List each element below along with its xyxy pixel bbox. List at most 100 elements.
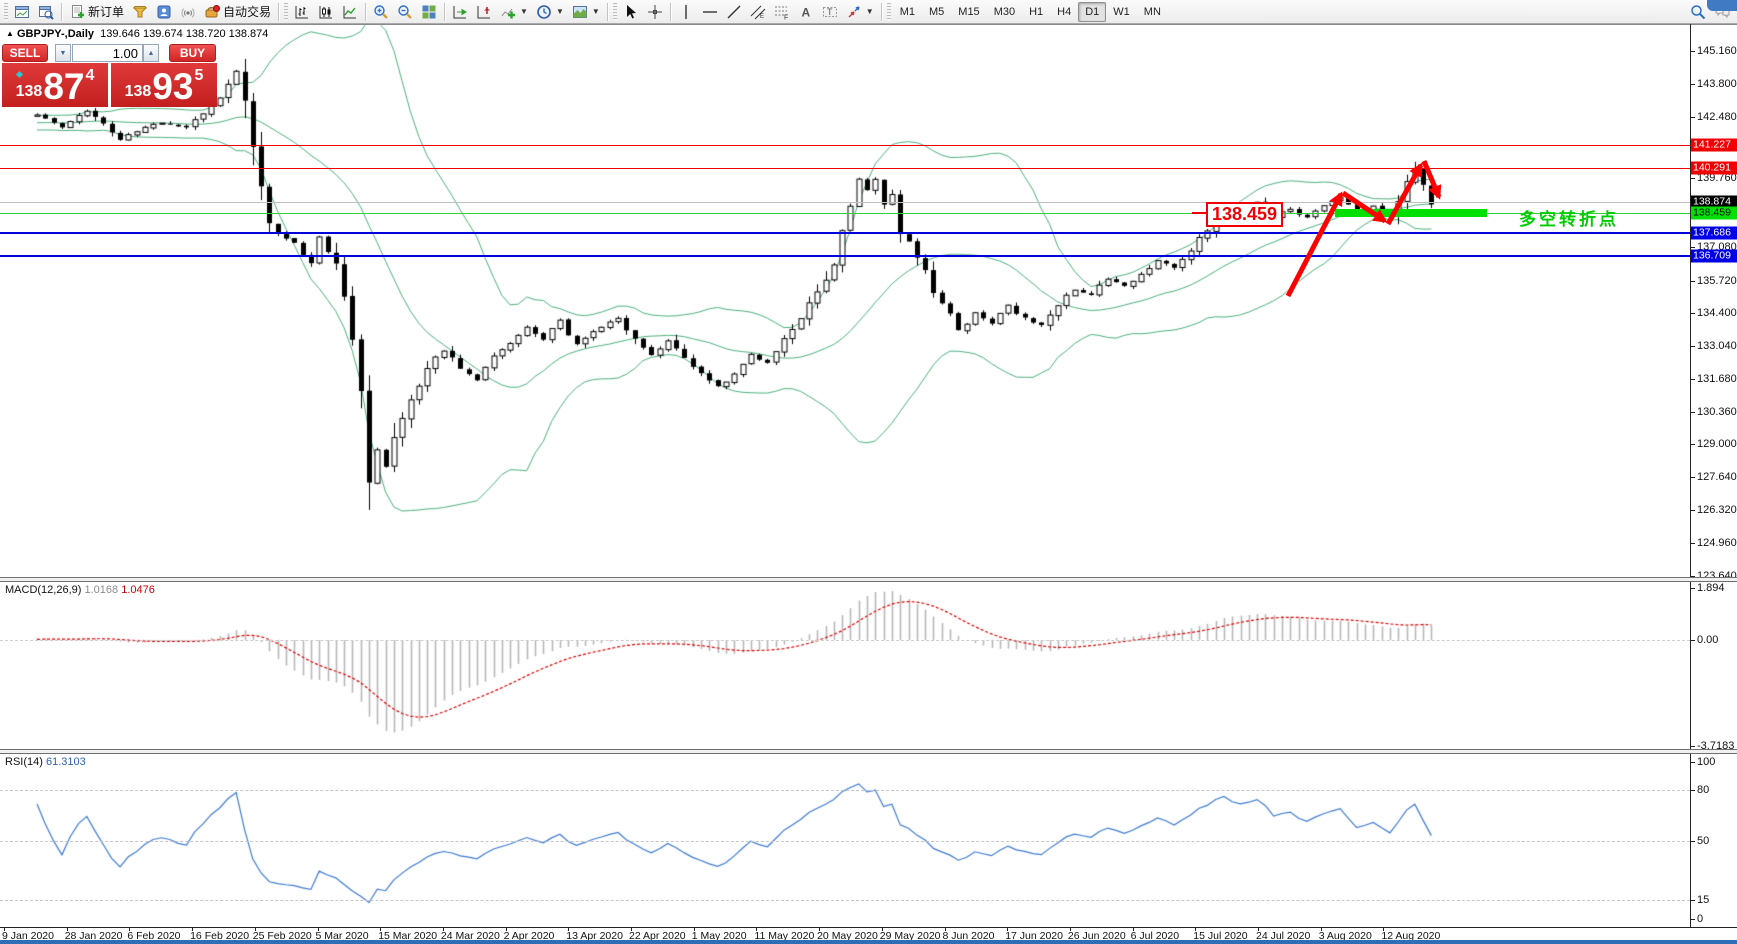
new-chart-button[interactable]	[10, 1, 34, 23]
autotrading-button[interactable]: 自动交易	[200, 1, 275, 23]
date-axis-label: 2 Apr 2020	[503, 930, 555, 942]
price-badge-136-709: 136.709	[1691, 249, 1737, 263]
timeframe-button-w1[interactable]: W1	[1113, 5, 1130, 18]
timeframe-group: M1 M5 M15 M30 H1 H4 D1 W1 MN	[893, 1, 1168, 22]
support-line-136-709[interactable]	[0, 255, 1690, 257]
price-axis-label: 135.720	[1697, 275, 1737, 287]
rsi-axis-tick	[1690, 841, 1695, 842]
label-tool-button[interactable]: T	[818, 1, 842, 23]
rsi-level-line	[0, 790, 1690, 791]
rsi-level-line	[0, 900, 1690, 901]
timeframe-button-h4[interactable]: H4	[1057, 5, 1072, 18]
channel-tool-button[interactable]: E	[746, 1, 770, 23]
date-axis-tick	[568, 927, 570, 931]
timeframe-button-m5[interactable]: M5	[929, 5, 945, 18]
resistance-line-140-291[interactable]	[0, 168, 1690, 169]
symbol-title: GBPJPY-,Daily	[16, 28, 95, 40]
price-axis-tick	[1690, 510, 1695, 511]
cursor-tool-button[interactable]	[619, 1, 643, 23]
timeframe-button-m1[interactable]: M1	[899, 5, 915, 18]
ohlc-close: 138.874	[228, 28, 269, 40]
volume-increase-button[interactable]: ▲	[143, 44, 159, 62]
ohlc-open: 139.646	[100, 28, 140, 40]
timeframe-button-m15[interactable]: M15	[958, 5, 980, 18]
date-axis-tick	[944, 927, 946, 931]
horizontal-line-tool-button[interactable]	[698, 1, 722, 23]
svg-text:E: E	[760, 14, 764, 20]
bar-chart-mode-button[interactable]	[290, 1, 314, 23]
arrows-tool-button[interactable]: ▼	[842, 1, 878, 23]
date-axis-tick	[1383, 927, 1385, 931]
tile-windows-button[interactable]	[417, 1, 441, 23]
resistance-line-141-227[interactable]	[0, 145, 1690, 146]
date-axis-label: 24 Jul 2020	[1256, 930, 1311, 942]
chart-window-icon	[15, 5, 29, 18]
price-axis-label: 131.680	[1697, 373, 1737, 385]
history-center-button[interactable]	[128, 1, 152, 23]
vertical-line-tool-button[interactable]	[674, 1, 698, 23]
date-axis-tick	[881, 927, 883, 931]
fibonacci-tool-button[interactable]: F	[770, 1, 794, 23]
timeframe-button-d1[interactable]: D1	[1078, 1, 1107, 22]
indicators-button[interactable]: ▼	[496, 1, 532, 23]
candlestick-mode-button[interactable]	[314, 1, 338, 23]
timeframe-button-m30[interactable]: M30	[993, 5, 1016, 18]
date-axis-label: 6 Jul 2020	[1130, 930, 1180, 942]
sell-price-main: 87	[43, 66, 85, 107]
macd-axis-tick	[1690, 746, 1695, 747]
price-badge-141-227: 141.227	[1691, 138, 1737, 152]
line-chart-mode-button[interactable]	[338, 1, 362, 23]
crosshair-tool-button[interactable]	[643, 1, 667, 23]
price-axis-tick	[1690, 178, 1695, 179]
macd-pane-splitter[interactable]	[0, 577, 1737, 582]
timeframe-button-mn[interactable]: MN	[1143, 5, 1161, 18]
date-axis-label: 25 Feb 2020	[252, 930, 312, 942]
add-indicator-icon	[501, 8, 516, 18]
support-line-137-686[interactable]	[0, 232, 1690, 234]
macd-axis-tick	[1690, 640, 1695, 641]
toolbar-grip	[886, 2, 891, 21]
date-axis-tick	[4, 927, 5, 931]
buy-button[interactable]: BUY	[169, 44, 216, 62]
spinner-down-icon: ▼	[59, 49, 67, 57]
collapse-panel-icon[interactable]: ▲	[6, 29, 14, 38]
sell-price-panel[interactable]: 138 87 4	[2, 63, 108, 107]
equidistant-channel-icon: E	[750, 5, 766, 20]
rsi-axis-label: 0	[1697, 913, 1704, 925]
chart-shift-button[interactable]	[472, 1, 496, 23]
date-axis-label: 9 Jan 2020	[2, 930, 54, 942]
search-button[interactable]	[1686, 1, 1710, 23]
rsi-level-line	[0, 841, 1690, 842]
signals-button[interactable]	[176, 1, 200, 23]
auto-scroll-button[interactable]	[448, 1, 472, 23]
volume-input[interactable]: 1.00	[72, 44, 143, 62]
turning-point-text[interactable]: 多空转折点	[1519, 205, 1619, 230]
rsi-axis-label: 100	[1697, 756, 1716, 768]
trendline-tool-button[interactable]	[722, 1, 746, 23]
date-axis-tick	[1195, 927, 1197, 931]
crosshair-icon	[647, 4, 662, 19]
price-axis-label: 139.760	[1697, 172, 1737, 184]
buy-price-panel[interactable]: 138 93 5	[111, 63, 217, 107]
price-level-callout[interactable]: 138.459	[1206, 202, 1283, 227]
support-line-138-459[interactable]	[0, 213, 1690, 214]
text-tool-button[interactable]: A	[794, 1, 818, 23]
new-order-button[interactable]: 新订单	[65, 1, 128, 23]
zoom-in-button[interactable]	[369, 1, 393, 23]
zoom-out-button[interactable]	[393, 1, 417, 23]
volume-decrease-button[interactable]: ▼	[55, 44, 71, 62]
templates-button[interactable]: ▼	[568, 1, 604, 23]
arrow-objects-icon	[848, 5, 860, 17]
metaeditor-button[interactable]	[152, 1, 176, 23]
timeframe-button-h1[interactable]: H1	[1029, 5, 1044, 18]
price-axis-tick	[1690, 444, 1695, 445]
periods-button[interactable]: ▼	[532, 1, 568, 23]
rsi-pane-splitter[interactable]	[0, 749, 1737, 754]
toolbar-separator	[278, 2, 280, 21]
date-axis-tick	[819, 927, 821, 931]
sell-button[interactable]: SELL	[2, 44, 48, 62]
date-axis-tick	[1069, 927, 1071, 931]
profiles-button[interactable]	[34, 1, 58, 23]
new-order-icon	[72, 4, 84, 18]
